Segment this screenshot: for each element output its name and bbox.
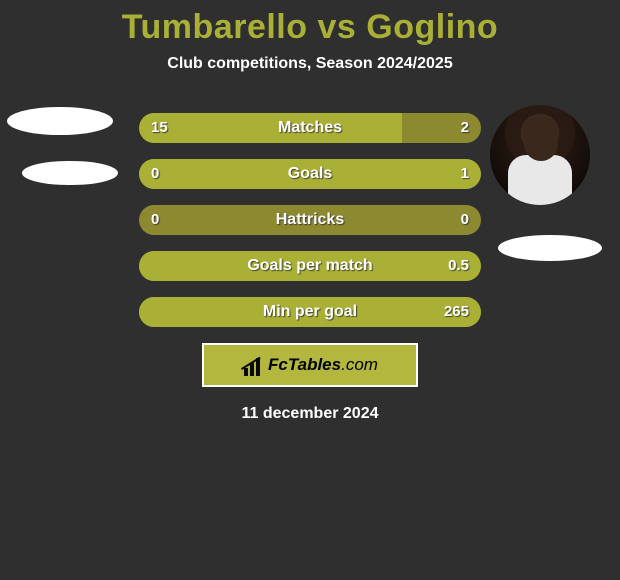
bar-right-value: 0 (461, 205, 469, 235)
bar-label: Min per goal (139, 297, 481, 327)
date-text: 11 december 2024 (0, 405, 620, 423)
logo-box: FcTables.com (202, 343, 418, 387)
vs-text: vs (317, 8, 356, 46)
player2-badge-placeholder (498, 235, 602, 261)
logo-text-light: .com (341, 355, 378, 374)
logo-text-bold: FcTables (268, 355, 341, 374)
bar-right-value: 1 (461, 159, 469, 189)
bar-right-value: 0.5 (448, 251, 469, 281)
bar-row: 15Matches2 (139, 113, 481, 143)
bar-label: Hattricks (139, 205, 481, 235)
bar-label: Goals (139, 159, 481, 189)
bar-right-value: 265 (444, 297, 469, 327)
bar-row: 0Goals1 (139, 159, 481, 189)
bar-row: Min per goal265 (139, 297, 481, 327)
bar-row: 0Hattricks0 (139, 205, 481, 235)
comparison-bars: 15Matches20Goals10Hattricks0Goals per ma… (139, 113, 481, 327)
bar-right-value: 2 (461, 113, 469, 143)
page-title: Tumbarello vs Goglino (0, 0, 620, 47)
fctables-chart-icon (242, 354, 264, 376)
player1-avatar-placeholder-2 (22, 161, 118, 185)
bar-row: Goals per match0.5 (139, 251, 481, 281)
player1-avatar-placeholder-1 (7, 107, 113, 135)
bar-label: Matches (139, 113, 481, 143)
subtitle: Club competitions, Season 2024/2025 (0, 55, 620, 73)
player1-name: Tumbarello (122, 8, 308, 46)
comparison-stage: 15Matches20Goals10Hattricks0Goals per ma… (0, 113, 620, 423)
player2-name: Goglino (366, 8, 498, 46)
logo-text: FcTables.com (268, 355, 378, 375)
player2-avatar (490, 105, 590, 205)
bar-label: Goals per match (139, 251, 481, 281)
